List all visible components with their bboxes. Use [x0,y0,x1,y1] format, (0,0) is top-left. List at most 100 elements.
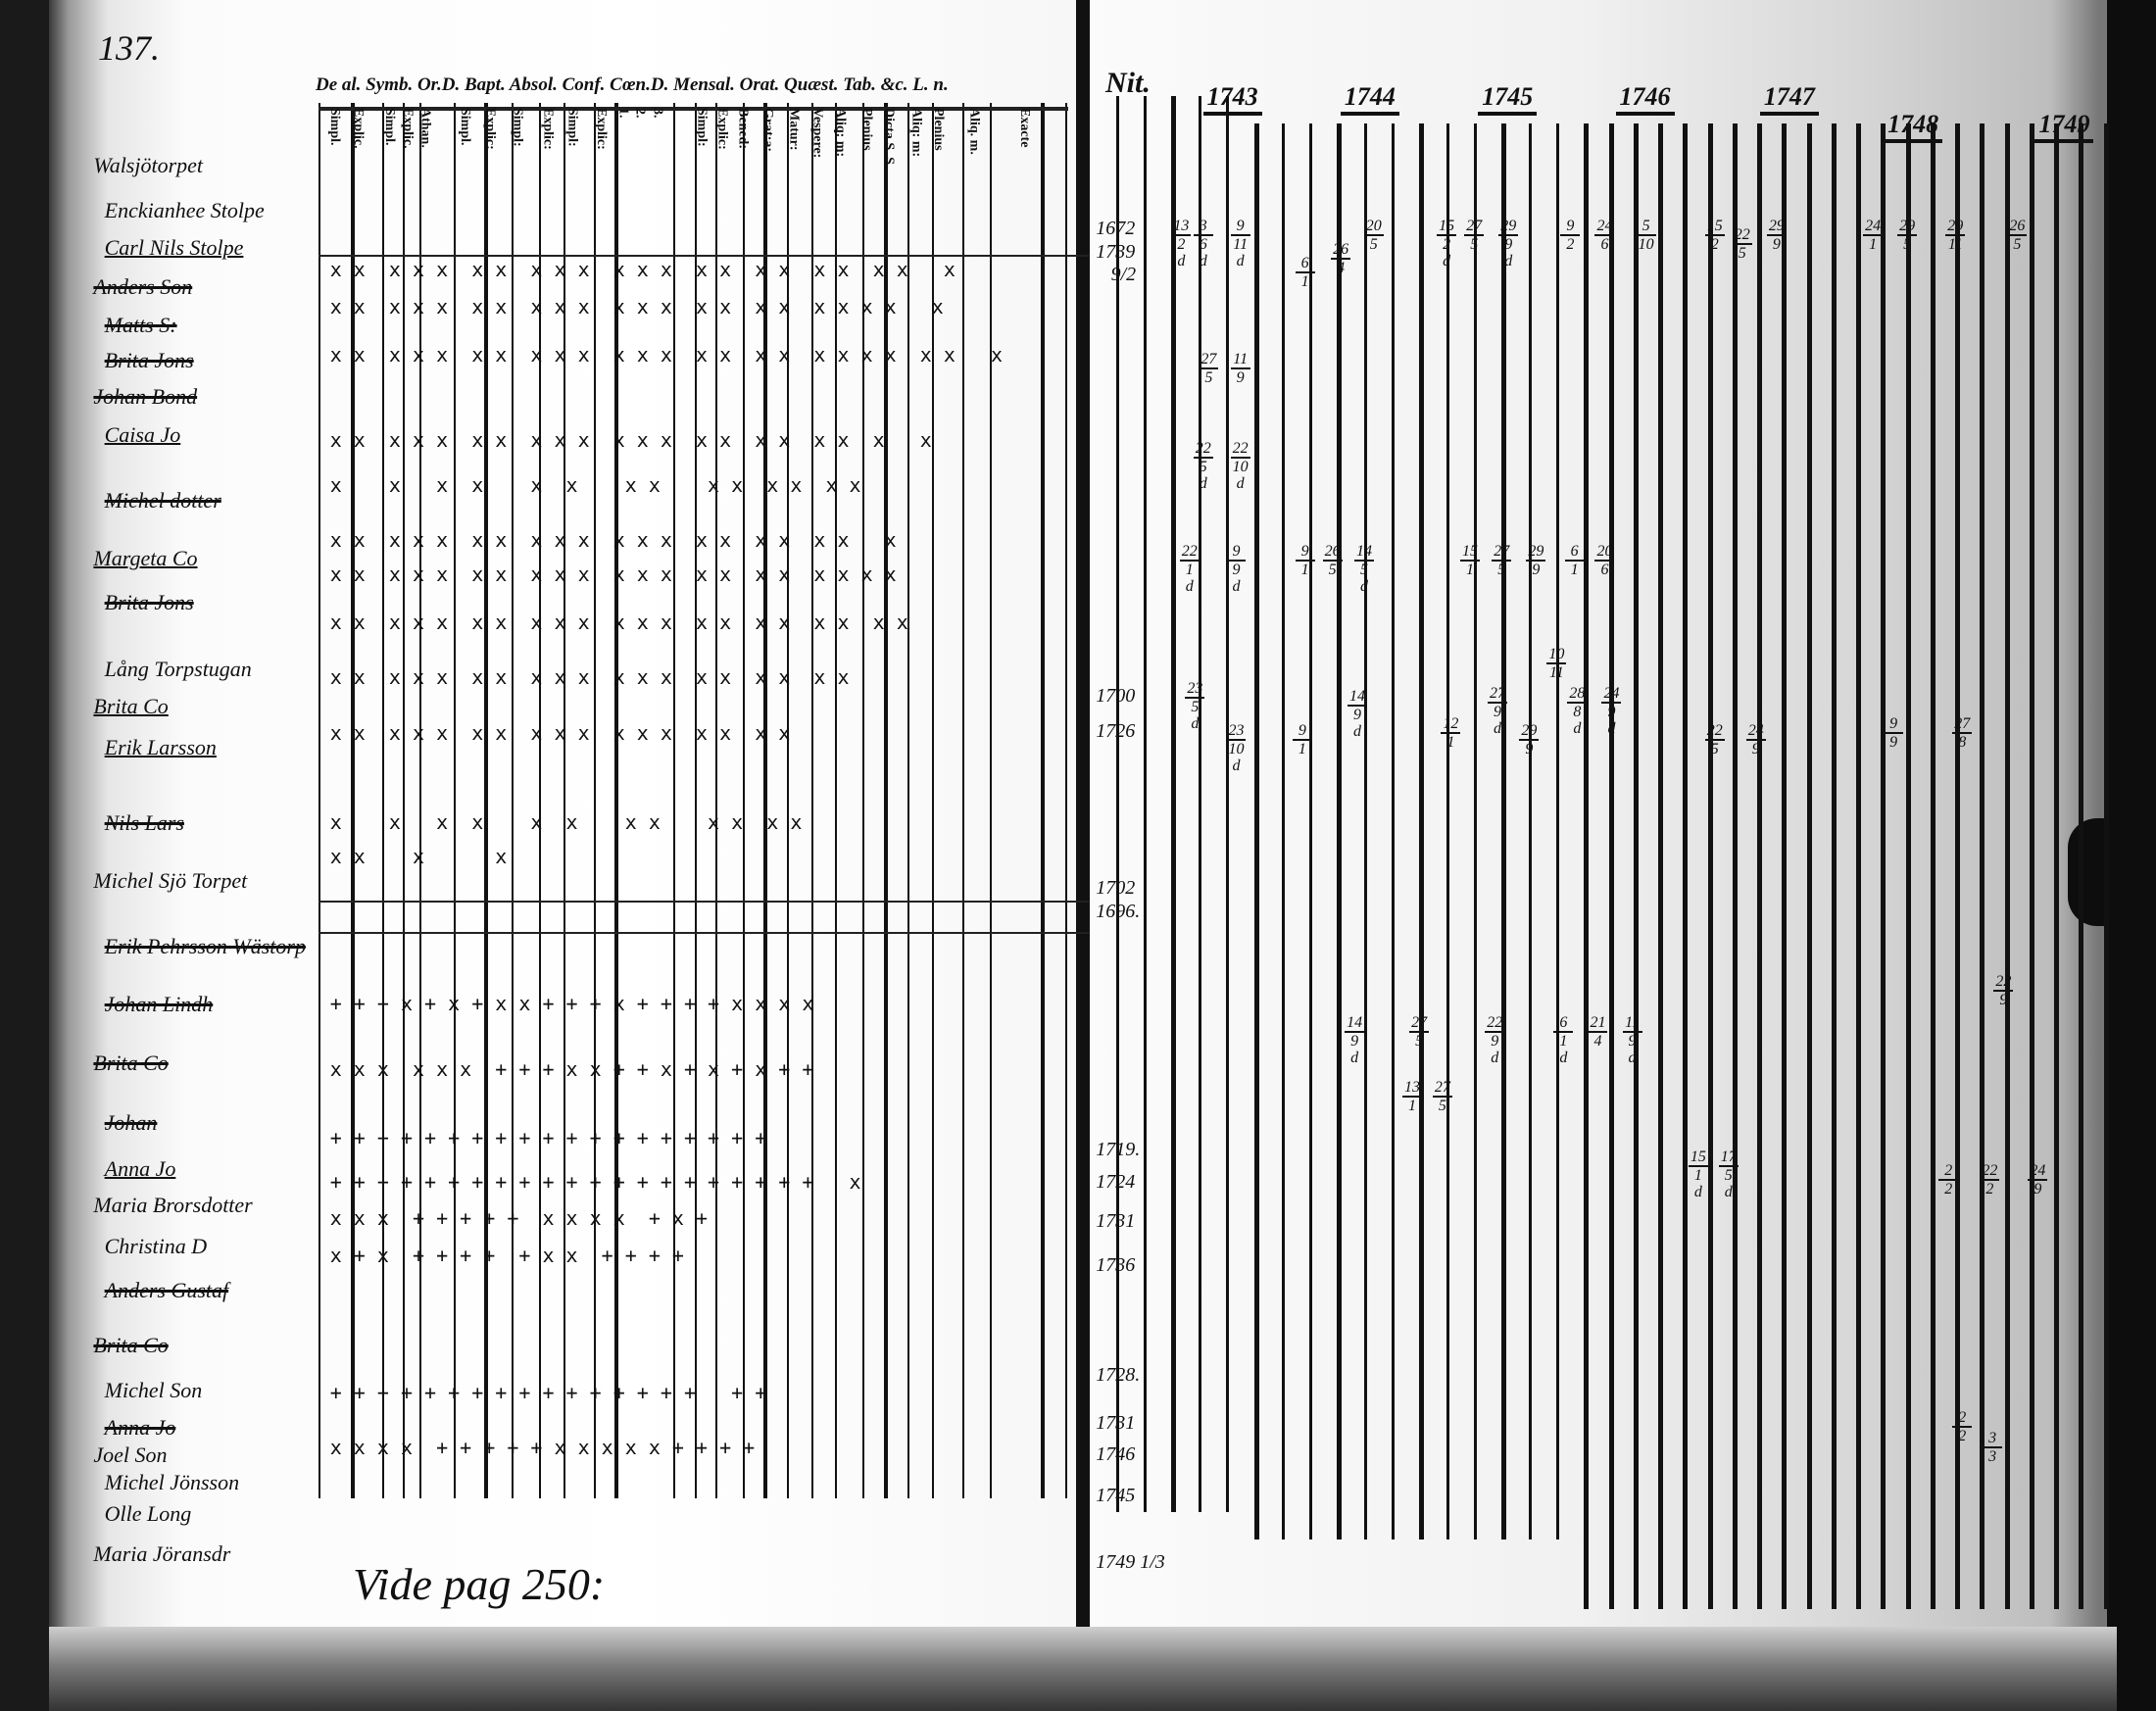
member-name: Anna Jo [104,1415,176,1441]
column-rule [1732,123,1738,1609]
date-month: 5 [1497,562,1506,579]
column-header: Dicta S. S. [881,108,897,169]
date-entry: 27 9 d [1488,685,1508,737]
date-month: 5 [1438,1098,1446,1115]
date-month: 1 [1465,562,1474,579]
date-day: 24 [1594,217,1615,236]
date-entry: 29 5 [1897,218,1918,253]
date-entry: 27 5 [1432,1079,1452,1115]
column-header: Explic. [350,108,366,149]
date-month: 9 [1607,703,1616,720]
date-month: 2 [1944,1180,1953,1198]
column-rule [906,103,909,1499]
date-month: 5 [2013,235,2022,253]
date-month: 5 [1724,1166,1733,1184]
member-name: Brita Co [93,1051,169,1076]
column-rule [382,103,385,1499]
member-name: Nils Lars [104,809,184,835]
birth-year: 1739 [1096,240,1136,263]
column-rule [1199,96,1202,1513]
date-day: 9 [1226,543,1247,562]
date-day: 22 [1980,1161,2000,1181]
date-month: 6 [1600,562,1609,579]
column-rule [1707,123,1713,1609]
date-month: 9 [1532,562,1541,579]
column-rule [1556,123,1560,1540]
date-month: 4 [1593,1033,1602,1051]
birth-year: 1719. [1096,1138,1141,1160]
header-rule [318,107,1069,112]
column-rule [1955,123,1961,1609]
date-day: 22 [1704,721,1725,741]
column-header: Simpl: [564,108,580,147]
date-month: 9 [1350,1033,1359,1051]
date-day: 24 [1601,684,1622,704]
member-name: Brita Co [93,1332,169,1357]
column-header: Simpl. [458,108,473,146]
member-name: Anders Gustaf [104,1277,229,1302]
member-name: Maria Jöransdr [93,1541,231,1567]
column-rule [694,103,697,1499]
member-name: Olle Long [104,1501,192,1527]
date-day: 27 [1432,1079,1452,1099]
column-header: Explic: [594,108,610,150]
date-day: 14 [1353,543,1374,562]
row-rule [318,932,1090,935]
date-month: 9 [2034,1180,2042,1198]
mark-row: + + + + + + + + + + + + + + + + + + + [329,1126,767,1150]
date-mark: d [1573,719,1582,737]
date-entry: 22 9 d [1485,1014,1505,1066]
date-mark: d [1232,578,1241,596]
column-rule [834,103,837,1499]
member-name: Caisa Jo [104,422,181,448]
date-entry: 22 9 [1993,973,2014,1008]
mark-row: x x x x x x x x x x x x x x x x x x x x … [329,294,944,318]
column-rule [1633,123,1639,1609]
date-day: 11 [1230,351,1250,369]
column-header: Simpl. [382,108,398,146]
column-rule [1831,123,1837,1609]
date-mark: d [1628,1050,1637,1067]
date-day: 29 [1498,217,1519,236]
date-day: 24 [1745,721,1766,741]
mark-row: x x x x x x x x x x x x x x x x x x x x … [329,257,956,281]
column-rule [538,103,541,1499]
date-month: 5 [1204,368,1213,386]
date-entry: 24 1 [1863,218,1884,253]
date-day: 10 [1546,646,1567,665]
page-number: 137. [98,28,160,68]
mark-row: + + + + + + + + + + + + + + + + + + [329,1381,767,1404]
date-entry: 29 9 [1766,218,1787,253]
member-name: Christina D [104,1233,208,1258]
date-month: 9 [1232,562,1241,579]
date-day: 26 [1322,543,1343,562]
column-rule [1391,123,1395,1540]
column-rule [1930,123,1936,1609]
birth-year: 1700 [1096,684,1136,707]
date-month: 6 [1600,235,1609,253]
date-day: 9 [1230,218,1250,236]
member-name: Brita Jons [104,348,194,373]
date-day: 27 [1492,543,1512,562]
column-rule [1144,96,1148,1513]
date-month: 1 [1570,562,1579,579]
column-rule [990,103,993,1499]
date-day: 2 [1952,1409,1973,1429]
member-name: Johan Lindh [104,991,214,1016]
column-rule [403,103,406,1499]
date-day: 14 [1347,687,1367,707]
date-entry: 14 5 d [1353,543,1374,595]
mark-row: x x x x x x + + + x x + + x + x + x + + [329,1057,814,1082]
date-month: 2 [1177,235,1186,253]
column-header: Aliq. m. [966,108,982,155]
date-month: 1 [1300,562,1309,579]
date-entry: 15 2 [1704,218,1725,253]
date-mark: d [1236,474,1245,492]
date-entry: 27 8 [1952,715,1973,751]
column-rule [962,103,965,1499]
date-month: 5 [1470,235,1479,253]
date-entry: 13 2 d [1171,218,1192,269]
date-day: 22 [1179,543,1200,562]
